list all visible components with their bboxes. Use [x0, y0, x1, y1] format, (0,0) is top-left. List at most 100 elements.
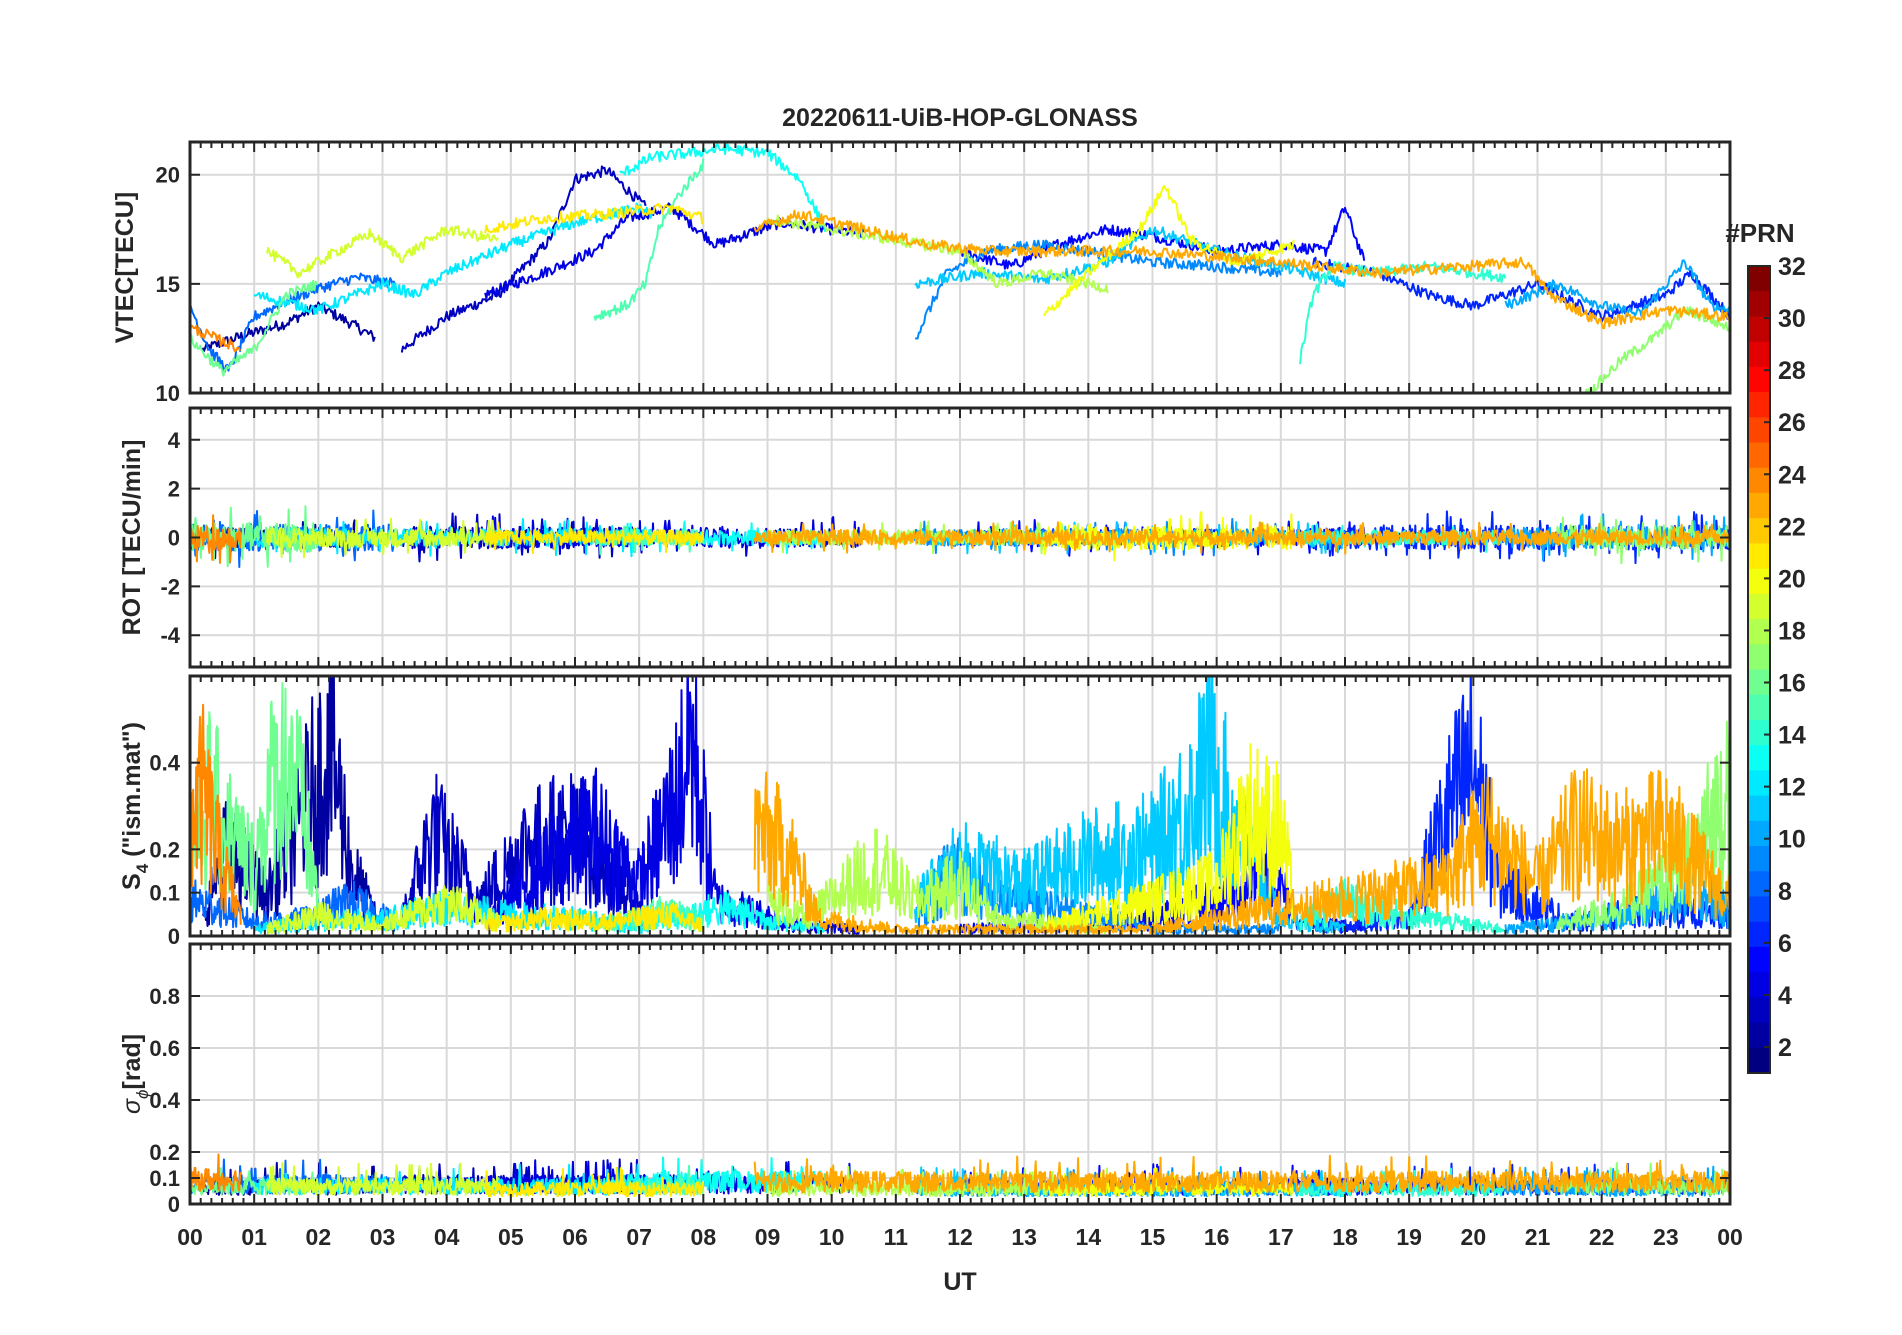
panel-vtec: 10 15 20 VTEC[TECU]: [111, 140, 1732, 406]
colorbar-segment: [1748, 341, 1770, 368]
colorbar-tick-label: 22: [1778, 513, 1806, 541]
y-tick-label: 0.2: [149, 837, 180, 862]
series-line-prn-23-s4: [753, 768, 1730, 935]
colorbar-segment: [1748, 745, 1770, 771]
colorbar-tick-label: 2: [1778, 1034, 1792, 1062]
panel-frame: [188, 942, 1732, 1206]
series-line-prn-21-rot: [484, 521, 705, 555]
x-tick-label: 03: [370, 1224, 396, 1250]
colorbar-tick-label: 18: [1778, 617, 1806, 645]
series-line-prn-24-vtec: [190, 324, 242, 353]
panel-data-s4: [190, 676, 1730, 935]
series-line-prn-23-vtec: [753, 209, 1730, 330]
colorbar-segment: [1748, 593, 1770, 620]
series-line-prn-20-s4: [1042, 743, 1294, 933]
colorbar-tick-label: 10: [1778, 826, 1806, 854]
x-tick-label: 22: [1589, 1224, 1615, 1250]
y-tick-label: -2: [160, 574, 180, 599]
colorbar-segment: [1748, 946, 1770, 973]
y-tick-label: 0.2: [149, 1140, 180, 1165]
colorbar-tick-label: 24: [1778, 461, 1806, 489]
y-tick-label: 0.1: [149, 881, 180, 906]
series-line-prn-23-sigma: [753, 1154, 1730, 1194]
series-line-prn-21-vtec: [484, 202, 704, 234]
series-line-prn-19-s4: [266, 884, 499, 935]
colorbar-tick-label: 6: [1778, 930, 1792, 958]
x-tick-label: 16: [1204, 1224, 1230, 1250]
colorbar-segment: [1748, 392, 1770, 418]
series-line-prn-14-vtec: [1299, 260, 1507, 365]
y-tick-label: 4: [168, 428, 181, 453]
colorbar-segment: [1748, 467, 1770, 494]
colorbar-segment: [1748, 997, 1770, 1024]
colorbar-tick-label: 30: [1778, 305, 1806, 333]
panel-data-sigma: [190, 1153, 1730, 1198]
colorbar-segment: [1748, 694, 1770, 721]
y-axis-label-s4: S4 ("ism.mat"): [118, 722, 152, 890]
x-tick-label: 20: [1461, 1224, 1487, 1250]
y-axis-label-main: σ: [118, 1098, 146, 1114]
series-line-prn-21-sigma: [484, 1166, 705, 1198]
series-line-prn-3-vtec: [400, 165, 647, 353]
series-line-prn-20-vtec: [1043, 184, 1295, 316]
x-tick-label: 19: [1396, 1224, 1422, 1250]
colorbar-segment: [1748, 972, 1770, 998]
x-tick-label: 09: [755, 1224, 781, 1250]
colorbar-tick-label: 14: [1778, 722, 1806, 750]
y-tick-label: -4: [160, 623, 180, 648]
panel-data-rot: [190, 505, 1730, 568]
colorbar-segment: [1748, 795, 1770, 822]
x-tick-label: 01: [241, 1224, 267, 1250]
series-line-prn-6-vtec: [1311, 256, 1730, 323]
colorbar-segment: [1748, 669, 1770, 696]
y-axis-label-rest: [rad]: [118, 1034, 146, 1090]
colorbar-tick-label: 26: [1778, 409, 1806, 437]
y-axis-label-sigma: σϕ[rad]: [118, 1034, 152, 1114]
colorbar-segment: [1748, 871, 1770, 898]
y-axis-label-sub: ϕ: [133, 1090, 152, 1099]
panel-rot: -4 -2 0 2 4 ROT [TECU/min]: [118, 406, 1732, 669]
chart-title: 20220611-UiB-HOP-GLONASS: [782, 104, 1138, 132]
colorbar-tick-label: 8: [1778, 878, 1792, 906]
series-line-prn-10-vtec: [1504, 259, 1730, 318]
series-line-prn-12-vtec: [253, 202, 653, 316]
x-tick-labels: 00 01 02 03 04 05 06 07 08 09 10 11 12 13 14 15 16 17 18 19…: [177, 1224, 1743, 1250]
series-line-prn-24-s4: [190, 703, 242, 925]
series-line-prn-15-vtec: [593, 158, 705, 321]
y-tick-label: 2: [168, 477, 180, 502]
y-tick-label: 0.1: [149, 1166, 180, 1191]
x-tick-label: 00: [177, 1224, 203, 1250]
panel-frame: [188, 140, 1732, 395]
x-tick-label: 05: [498, 1224, 524, 1250]
colorbar-segment: [1748, 568, 1770, 595]
colorbar-tick-label: 16: [1778, 670, 1806, 698]
y-axis-label-rot: ROT [TECU/min]: [118, 440, 146, 636]
colorbar-title: #PRN: [1725, 218, 1794, 248]
y-axis-label-rest: ("ism.mat"): [118, 722, 146, 864]
series-line-prn-5-vtec: [959, 206, 1366, 270]
panel-s4: 00.10.20.4S4 ("ism.mat"): [118, 674, 1732, 949]
colorbar-segment: [1748, 820, 1770, 847]
series-line-prn-24-sigma: [190, 1153, 242, 1192]
colorbar-segment: [1748, 846, 1770, 872]
colorbar-segment: [1748, 417, 1770, 444]
colorbar-segment: [1748, 770, 1770, 797]
series-line-prn-21-s4: [484, 902, 704, 933]
panel-frame: [188, 406, 1732, 669]
colorbar-segment: [1748, 492, 1770, 519]
x-tick-label: 14: [1076, 1224, 1102, 1250]
series-line-prn-4-vtec: [484, 202, 865, 300]
x-tick-label: 00: [1717, 1224, 1743, 1250]
y-tick-label: 0.4: [149, 1088, 180, 1113]
series-line-prn-19-rot: [266, 517, 499, 559]
y-tick-label: 0.6: [149, 1036, 180, 1061]
x-tick-label: 21: [1525, 1224, 1551, 1250]
colorbar-segment: [1748, 543, 1770, 570]
series-line-prn-19-vtec: [266, 225, 499, 279]
x-tick-label: 07: [626, 1224, 652, 1250]
colorbar-segment: [1748, 719, 1770, 746]
panel-frame: [188, 674, 1732, 938]
